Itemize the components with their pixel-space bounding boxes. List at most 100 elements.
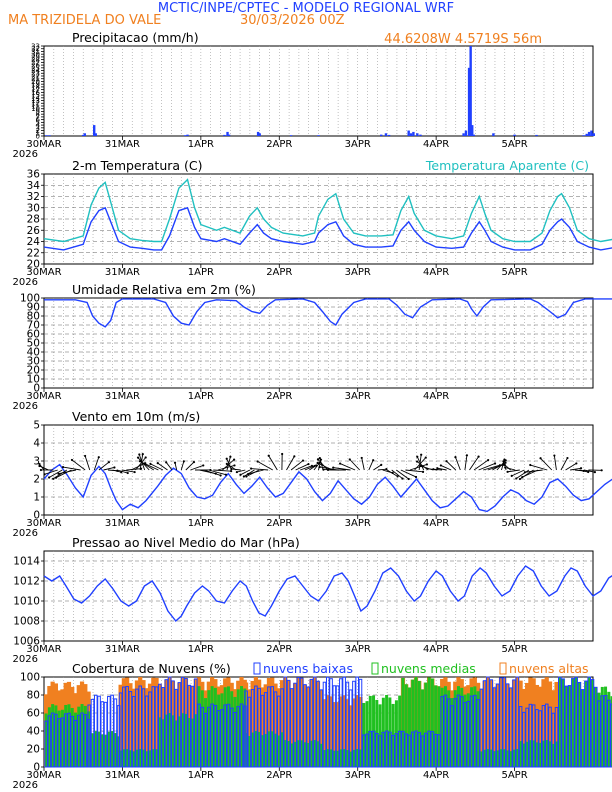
wind-arrow-head: [416, 460, 419, 463]
wind-arrow-head: [38, 464, 41, 468]
panel-4: 0 1 2 3 4 5 30MAR 31MAR 1APR 2APR 3APR 4APR 5APR 2026…: [13, 409, 612, 539]
wind-arrow-head: [225, 457, 228, 460]
wind-arrow-head: [445, 460, 448, 463]
cloud-bar-media: [577, 682, 581, 767]
cloud-bar-baixa: [339, 678, 343, 768]
cloud-bar-baixa: [303, 684, 307, 768]
wind-arrow: [349, 459, 361, 471]
cloud-bar-media: [158, 717, 162, 767]
series-line: [43, 463, 612, 513]
cloud-bar-media: [512, 749, 516, 767]
wind-arrow: [126, 468, 142, 471]
cloud-bar-baixa: [443, 694, 448, 768]
cloud-bar-baixa: [531, 704, 536, 768]
wind-arrow: [251, 468, 269, 471]
cloud-bar-baixa: [161, 686, 165, 768]
wind-arrow: [440, 465, 452, 471]
wind-arrow-head: [301, 459, 305, 462]
cloud-bar-baixa: [574, 676, 578, 768]
cloud-bar-baixa: [375, 732, 379, 768]
cloud-bar-baixa: [580, 689, 585, 768]
cloud-bar-alta: [489, 679, 494, 767]
cloud-bar-media: [466, 693, 470, 767]
cloud-bar-alta: [508, 687, 513, 767]
cloud-bar-alta: [358, 696, 363, 767]
cloud-bar-baixa: [47, 715, 52, 768]
cloud-bar-baixa: [144, 695, 149, 768]
wind-arrow: [437, 467, 447, 471]
cloud-bar-media: [319, 743, 323, 767]
cloud-bar-alta: [498, 677, 504, 767]
cloud-bar-media: [535, 742, 539, 767]
cloud-bar-baixa: [118, 692, 123, 768]
cloud-bar-baixa: [593, 686, 598, 768]
wind-arrow-head: [52, 477, 55, 480]
y-tick-label: 20: [27, 744, 40, 756]
wind-arrow-head: [293, 455, 296, 458]
y-tick-label: 0: [33, 762, 40, 774]
wind-arrow: [409, 463, 428, 471]
cloud-bar-alta: [544, 677, 549, 767]
cloud-bar-baixa: [358, 678, 363, 768]
cloud-bar-media: [604, 686, 608, 767]
cloud-bar-baixa: [80, 712, 84, 768]
wind-arrow-head: [192, 460, 196, 464]
cloud-bar-alta: [151, 677, 156, 767]
y-tick-label: 16: [31, 89, 40, 97]
wind-arrow-head: [144, 456, 147, 459]
wind-arrow: [121, 469, 135, 473]
wind-arrow: [339, 463, 356, 471]
cloud-bar-media: [600, 686, 604, 767]
wind-arrow-head: [245, 475, 248, 478]
cloud-bar-media: [213, 687, 217, 767]
cloud-bar-alta: [250, 680, 255, 767]
y-tick-label: 26: [27, 225, 41, 237]
cloud-bar-baixa: [267, 686, 271, 768]
wind-arrow-head: [360, 456, 363, 460]
cloud-bar-baixa: [280, 688, 284, 768]
wind-arrow: [248, 469, 264, 475]
cloud-bar-media: [551, 743, 555, 767]
cloud-bar-baixa: [544, 703, 549, 768]
cloud-bar-alta: [511, 679, 517, 767]
x-tick-label: 4APR: [423, 267, 449, 278]
cloud-bar-baixa: [50, 712, 55, 768]
cloud-bar-baixa: [335, 685, 340, 768]
cloud-bar-baixa: [492, 687, 497, 768]
precip-bar: [226, 131, 229, 136]
cloud-bar-media: [309, 740, 313, 767]
y-tick-label: 1: [33, 492, 40, 504]
cloud-bar-media: [54, 705, 58, 767]
cloud-bar-media: [499, 749, 503, 767]
y-tick-label: 28: [31, 56, 40, 64]
cloud-bar-baixa: [446, 698, 451, 768]
wind-arrow-head: [229, 455, 232, 458]
cloud-bar-media: [104, 734, 108, 767]
cloud-bar-baixa: [60, 717, 65, 768]
cloud-bar-baixa: [508, 687, 513, 768]
wind-arrow: [208, 469, 227, 476]
cloud-bar-media: [590, 679, 594, 767]
cloud-bar-baixa: [73, 719, 78, 768]
wind-arrow-head: [465, 454, 469, 457]
series-line: [44, 298, 612, 328]
wind-arrow-head: [149, 462, 152, 465]
cloud-bar-baixa: [584, 680, 588, 768]
cloud-bar-media: [489, 749, 493, 767]
x-tick-label: 31MAR: [105, 391, 140, 402]
cloud-bar-baixa: [417, 732, 422, 768]
x-tick-label: 31MAR: [105, 139, 140, 150]
wind-arrow-head: [250, 467, 253, 470]
wind-arrow-head: [107, 461, 110, 464]
precip-bar: [384, 133, 388, 136]
wind-arrow-head: [503, 458, 506, 461]
wind-arrow-head: [419, 464, 422, 468]
wind-arrow-head: [593, 471, 596, 474]
cloud-bar-media: [135, 749, 139, 767]
cloud-bar-baixa: [361, 734, 366, 768]
precip-bar: [585, 133, 588, 136]
x-tick-label: 5APR: [501, 267, 527, 278]
cloud-bar-media: [254, 731, 258, 767]
wind-arrow: [231, 468, 241, 471]
wind-arrow-head: [316, 461, 319, 465]
